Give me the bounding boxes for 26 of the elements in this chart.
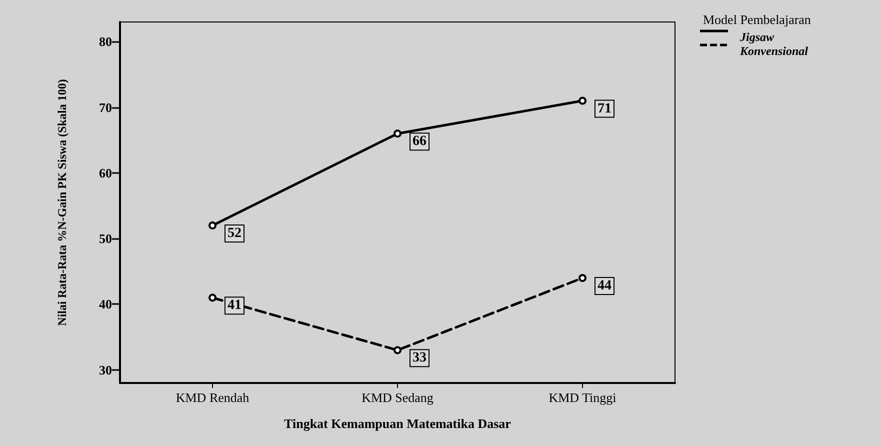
y-tick-label: 30 <box>99 362 112 378</box>
point <box>394 130 402 138</box>
data-label: 66 <box>412 134 426 150</box>
point <box>208 294 216 302</box>
data-label: 71 <box>598 101 612 116</box>
data-label: 52 <box>228 226 242 241</box>
y-tick-label: 80 <box>99 34 112 50</box>
point <box>394 346 402 354</box>
x-tick-label: KMD Tinggi <box>548 390 617 405</box>
point <box>578 274 586 282</box>
x-tick-label: KMD Rendah <box>176 390 250 405</box>
legend-label: Konvensional <box>739 44 809 58</box>
data-label: 33 <box>412 350 426 366</box>
point <box>208 221 216 230</box>
y-tick-label: 60 <box>99 165 112 180</box>
data-label: 44 <box>598 278 612 294</box>
data-label: 41 <box>228 298 242 314</box>
y-axis-title: Nilai Rata-Rata %N-Gain PK Siswa (Skala 100) <box>55 79 69 326</box>
y-tick-label: 50 <box>99 231 112 246</box>
point <box>578 96 586 105</box>
legend-label: Jigsaw <box>739 30 776 44</box>
x-axis-title: Tingkat Kemampuan Matematika Dasar <box>284 416 512 431</box>
legend-title: Model Pembelajaran <box>703 12 812 27</box>
y-tick-label: 70 <box>99 100 112 115</box>
x-tick-label: KMD Sedang <box>362 390 434 405</box>
y-tick-label: 40 <box>99 296 112 312</box>
